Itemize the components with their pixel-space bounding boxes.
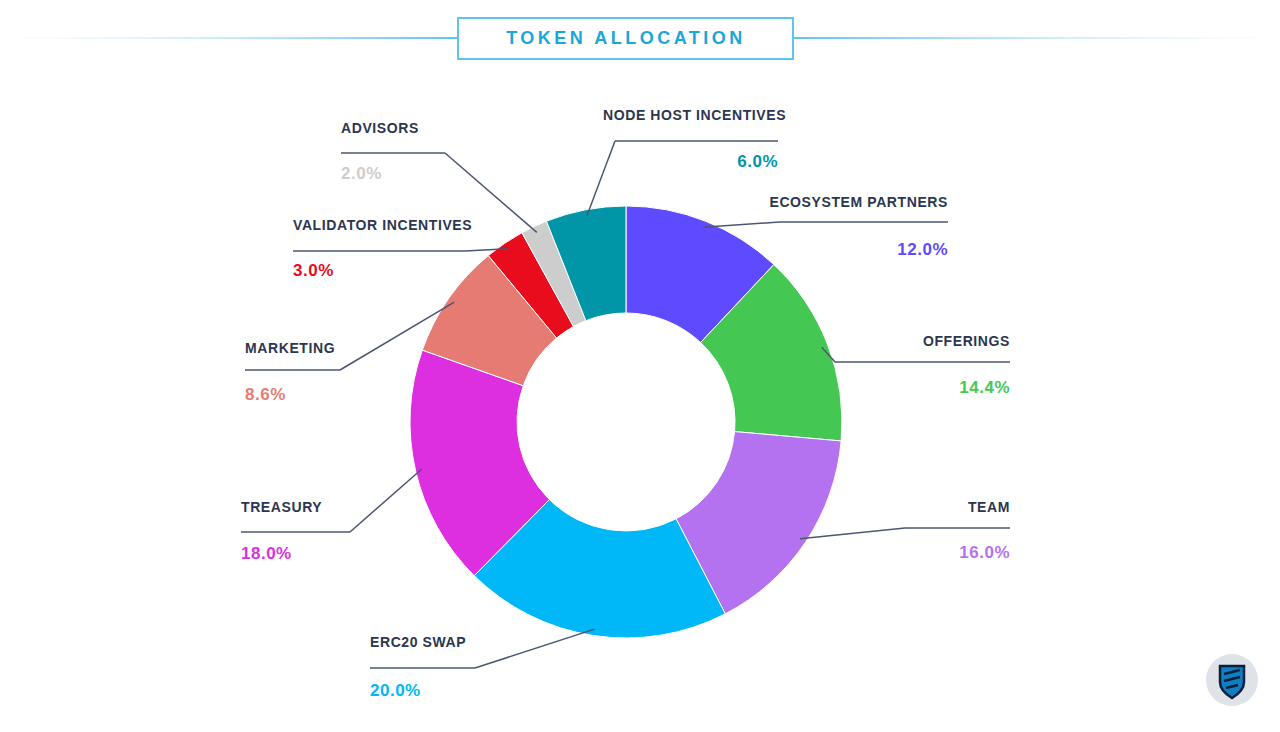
category-label: VALIDATOR INCENTIVES — [293, 217, 472, 233]
label-rule — [835, 361, 1010, 363]
leader-line — [340, 302, 454, 370]
data-label: 6.0% — [737, 152, 778, 171]
slice — [410, 350, 549, 576]
title-box — [458, 18, 793, 59]
leader-line — [465, 249, 508, 251]
leader-line — [800, 528, 905, 539]
category-label: ADVISORS — [341, 120, 419, 136]
category-label: NODE HOST INCENTIVES — [603, 107, 786, 123]
chart-svg: TOKEN ALLOCATION ECOSYSTEM PARTNERS 12.0% O… — [0, 0, 1280, 732]
data-label: 16.0% — [959, 543, 1010, 562]
category-label: TREASURY — [241, 499, 322, 515]
chart-container: TOKEN ALLOCATION ECOSYSTEM PARTNERS 12.0% O… — [0, 0, 1280, 732]
leader-line — [475, 629, 595, 668]
label-rule — [905, 527, 1010, 529]
category-label: TEAM — [968, 499, 1010, 515]
label-rule — [293, 250, 465, 252]
data-label: 14.4% — [959, 378, 1010, 397]
label-rule — [615, 140, 778, 142]
chart-title: TOKEN ALLOCATION — [506, 28, 746, 48]
category-label: MARKETING — [245, 340, 335, 356]
data-label: 3.0% — [293, 261, 334, 280]
data-label: 8.6% — [245, 385, 286, 404]
category-label: ECOSYSTEM PARTNERS — [769, 194, 948, 210]
logo — [1206, 654, 1258, 706]
logo-stripes — [1224, 670, 1240, 688]
label-rule — [341, 152, 445, 154]
label-rule — [241, 531, 350, 533]
label-rule — [780, 221, 948, 223]
slice — [701, 265, 842, 441]
data-label: 18.0% — [241, 544, 292, 563]
category-label: OFFERINGS — [923, 333, 1010, 349]
category-label: ERC20 SWAP — [370, 634, 466, 650]
leader-line — [822, 347, 835, 362]
logo-shield — [1220, 666, 1244, 698]
donut — [410, 206, 842, 638]
labels: ECOSYSTEM PARTNERS 12.0% OFFERINGS 14.4% TEA… — [241, 107, 1010, 701]
leader-line — [703, 222, 780, 227]
header-rule — [793, 37, 1280, 39]
data-label: 2.0% — [341, 164, 382, 183]
data-label: 12.0% — [897, 240, 948, 259]
logo-circle — [1206, 654, 1258, 706]
slice — [546, 206, 626, 321]
label-rule — [370, 667, 475, 669]
label-rule — [245, 369, 340, 371]
leader-line — [587, 141, 615, 216]
header-rule — [0, 37, 458, 39]
data-label: 20.0% — [370, 681, 421, 700]
leader-line — [445, 153, 537, 232]
leader-line — [350, 469, 422, 532]
